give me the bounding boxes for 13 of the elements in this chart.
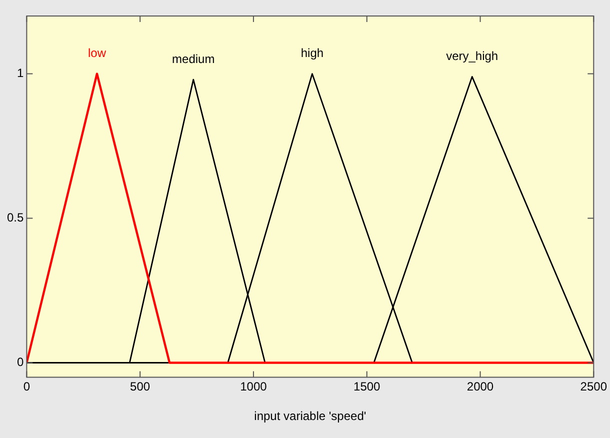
x-tick-label: 1000	[240, 380, 268, 394]
series-label: high	[300, 46, 324, 60]
y-tick-label: 1	[16, 66, 24, 80]
x-axis-title: input variable 'speed'	[254, 409, 366, 424]
x-tick-label: 2000	[466, 380, 494, 394]
y-tick-label: 0	[16, 355, 24, 370]
series-label: medium	[172, 52, 215, 66]
series-label: very_high	[446, 48, 498, 63]
x-tick-label: 500	[130, 380, 150, 394]
series-label: low	[88, 46, 106, 60]
y-tick-label: 0.5	[6, 210, 24, 225]
x-tick-label: 2500	[580, 380, 608, 394]
x-tick-label: 1500	[354, 380, 381, 394]
